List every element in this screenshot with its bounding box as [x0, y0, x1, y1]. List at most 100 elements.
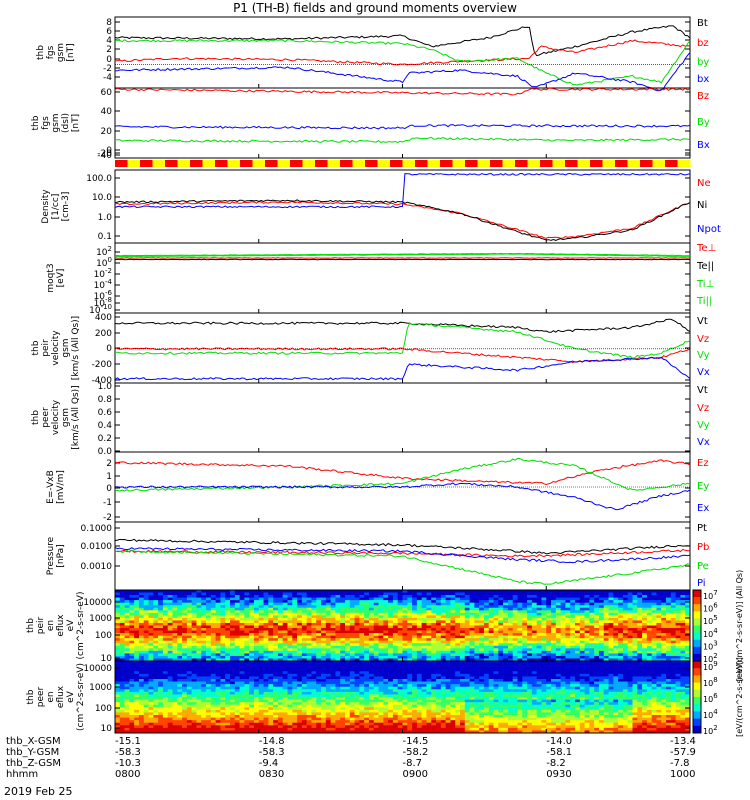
spectrogram-cell: [345, 694, 351, 698]
spectrogram-cell: [306, 722, 312, 726]
spectrogram-cell: [143, 617, 149, 621]
legend-Vy: Vy: [697, 420, 710, 431]
spectrogram-cell: [258, 694, 264, 698]
spectrogram-cell: [277, 630, 284, 634]
spectrogram-cell: [287, 600, 293, 603]
spectrogram-cell: [287, 671, 293, 675]
spectrogram-cell: [627, 653, 633, 657]
spectrogram-cell: [498, 630, 504, 634]
spectrogram-cell: [383, 592, 389, 596]
spectrogram-cell: [253, 610, 260, 614]
spectrogram-cell: [143, 702, 149, 706]
spectrogram-cell: [215, 602, 221, 606]
spectrogram-cell: [263, 681, 269, 685]
spectrogram-cell: [244, 717, 250, 721]
spectrogram-cell: [239, 658, 245, 662]
spectrogram-cell: [306, 643, 312, 647]
spectrogram-cell: [277, 648, 284, 652]
legend-Pt: Pt: [697, 523, 707, 534]
spectrogram-cell: [268, 720, 274, 724]
legend-Pb: Pb: [697, 542, 709, 553]
spectrogram-cell: [297, 689, 303, 693]
spectrogram-cell: [479, 617, 485, 621]
spectrogram-cell: [119, 590, 125, 593]
spectrogram-cell: [541, 648, 547, 652]
spectrogram-cell: [234, 679, 240, 682]
spectrogram-cell: [316, 607, 322, 611]
spectrogram-cell: [253, 602, 260, 606]
spectrogram-cell: [306, 717, 312, 721]
spectrogram-cell: [297, 633, 303, 636]
spectrogram-cell: [675, 628, 681, 631]
spectrogram-cell: [158, 709, 164, 713]
spectrogram-cell: [239, 648, 245, 652]
spectrogram-cell: [675, 605, 681, 609]
spectrogram-cell: [517, 592, 523, 596]
y-axis-label: fgs: [41, 116, 51, 130]
spectrogram-cell: [359, 590, 365, 593]
spectrogram-cell: [162, 622, 169, 626]
spectrogram-cell: [273, 600, 279, 603]
spectrogram-cell: [282, 628, 288, 631]
spectrogram-cell: [551, 592, 557, 596]
spectrogram-cell: [268, 633, 274, 636]
spectrogram-cell: [340, 648, 346, 652]
spectrogram-cell: [431, 590, 437, 593]
spectrogram-cell: [292, 694, 298, 698]
spectrogram-cell: [412, 610, 418, 614]
spectrogram-cell: [388, 650, 394, 654]
spectrogram-cell: [392, 592, 399, 596]
spectrogram-cell: [656, 658, 662, 662]
spectrogram-cell: [138, 679, 145, 682]
spectrogram-cell: [148, 630, 154, 634]
spectrogram-cell: [115, 709, 121, 713]
spectrogram-cell: [546, 640, 552, 644]
spectrogram-cell: [627, 635, 633, 639]
spectrogram-cell: [321, 666, 327, 670]
spectrogram-cell: [311, 715, 317, 718]
spectrogram-cell: [589, 592, 595, 596]
spectrogram-cell: [642, 630, 648, 634]
spectrogram-cell: [584, 630, 590, 634]
spectrogram-cell: [172, 709, 178, 713]
spectrogram-cell: [158, 592, 164, 596]
spectrogram-cell: [182, 615, 188, 619]
spectrogram-cell: [416, 607, 422, 611]
spectrogram-cell: [234, 600, 240, 603]
spectrogram-cell: [685, 653, 691, 657]
spectrogram-cell: [124, 592, 130, 596]
y-tick-label: 400: [95, 313, 112, 323]
spectrogram-cell: [167, 643, 173, 647]
spectrogram-cell: [297, 650, 303, 654]
spectrogram-cell: [143, 709, 149, 713]
spectrogram-cell: [230, 590, 236, 593]
spectrogram-cell: [412, 645, 418, 649]
spectrogram-cell: [201, 699, 207, 703]
spectrogram-cell: [397, 602, 403, 606]
y-axis-label: Density: [41, 189, 51, 224]
spectrogram-cell: [488, 638, 494, 642]
spectrogram-cell: [656, 625, 662, 629]
spectrogram-cell: [493, 605, 499, 609]
spectrogram-cell: [225, 717, 231, 721]
spectrogram-cell: [263, 694, 269, 698]
spectrogram-cell: [622, 600, 629, 603]
spectrogram-cell: [498, 612, 504, 616]
spectrogram-cell: [196, 730, 202, 734]
spectrogram-cell: [277, 628, 284, 631]
spectrogram-cell: [292, 658, 298, 662]
spectrogram-cell: [277, 610, 284, 614]
spectrogram-cell: [321, 650, 327, 654]
spectrogram-cell: [512, 622, 518, 626]
spectrogram-cell: [455, 648, 461, 652]
spectrogram-cell: [373, 635, 379, 639]
spectrogram-cell: [301, 671, 307, 675]
spectrogram-cell: [522, 653, 528, 657]
spectrogram-cell: [632, 615, 638, 619]
spectrogram-cell: [234, 676, 240, 680]
spectrogram-cell: [297, 676, 303, 680]
spectrogram-cell: [277, 658, 284, 662]
spectrogram-cell: [115, 643, 121, 647]
spectrogram-cell: [661, 605, 667, 609]
spectrogram-cell: [186, 691, 192, 695]
